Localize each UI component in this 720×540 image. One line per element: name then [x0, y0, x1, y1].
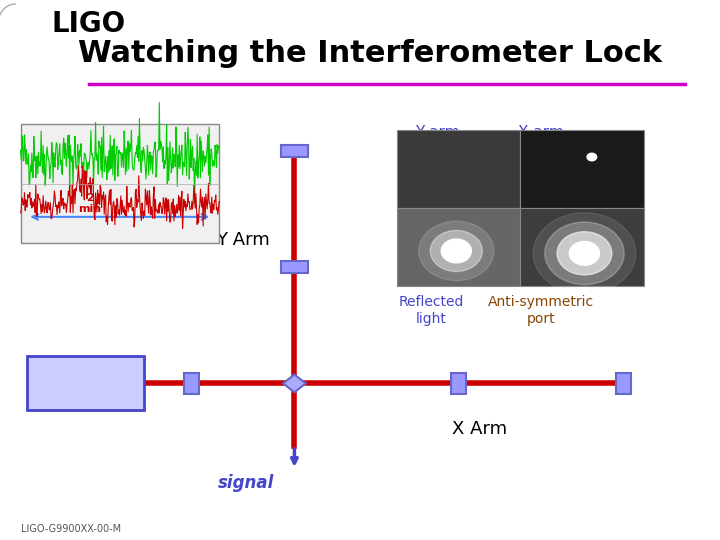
Text: X arm: X arm: [518, 125, 564, 140]
Text: Reflected
light: Reflected light: [399, 295, 464, 326]
Circle shape: [545, 222, 624, 285]
FancyBboxPatch shape: [184, 373, 199, 394]
FancyBboxPatch shape: [521, 130, 644, 208]
Text: Y Arm: Y Arm: [216, 231, 270, 249]
Circle shape: [441, 239, 472, 263]
Circle shape: [587, 153, 597, 161]
FancyBboxPatch shape: [397, 130, 521, 208]
FancyBboxPatch shape: [397, 208, 521, 286]
Circle shape: [533, 213, 636, 294]
Text: LIGO: LIGO: [51, 10, 125, 38]
Circle shape: [570, 241, 600, 265]
Circle shape: [557, 232, 612, 275]
FancyBboxPatch shape: [616, 373, 631, 394]
Text: Y arm: Y arm: [415, 125, 459, 140]
Text: Watching the Interferometer Lock: Watching the Interferometer Lock: [78, 39, 662, 69]
FancyBboxPatch shape: [281, 261, 308, 273]
FancyBboxPatch shape: [281, 145, 308, 157]
FancyBboxPatch shape: [521, 208, 644, 286]
Text: Anti-symmetric
port: Anti-symmetric port: [488, 295, 594, 326]
FancyBboxPatch shape: [451, 373, 467, 394]
Text: X Arm: X Arm: [451, 420, 507, 438]
Circle shape: [418, 221, 494, 281]
Text: LIGO-G9900XX-00-M: LIGO-G9900XX-00-M: [21, 524, 121, 534]
Text: Laser: Laser: [55, 374, 116, 393]
Text: signal: signal: [218, 474, 274, 492]
FancyBboxPatch shape: [21, 124, 219, 243]
Circle shape: [431, 231, 482, 272]
FancyBboxPatch shape: [27, 356, 144, 410]
Text: 2
min: 2 min: [78, 193, 102, 214]
Polygon shape: [283, 375, 306, 392]
